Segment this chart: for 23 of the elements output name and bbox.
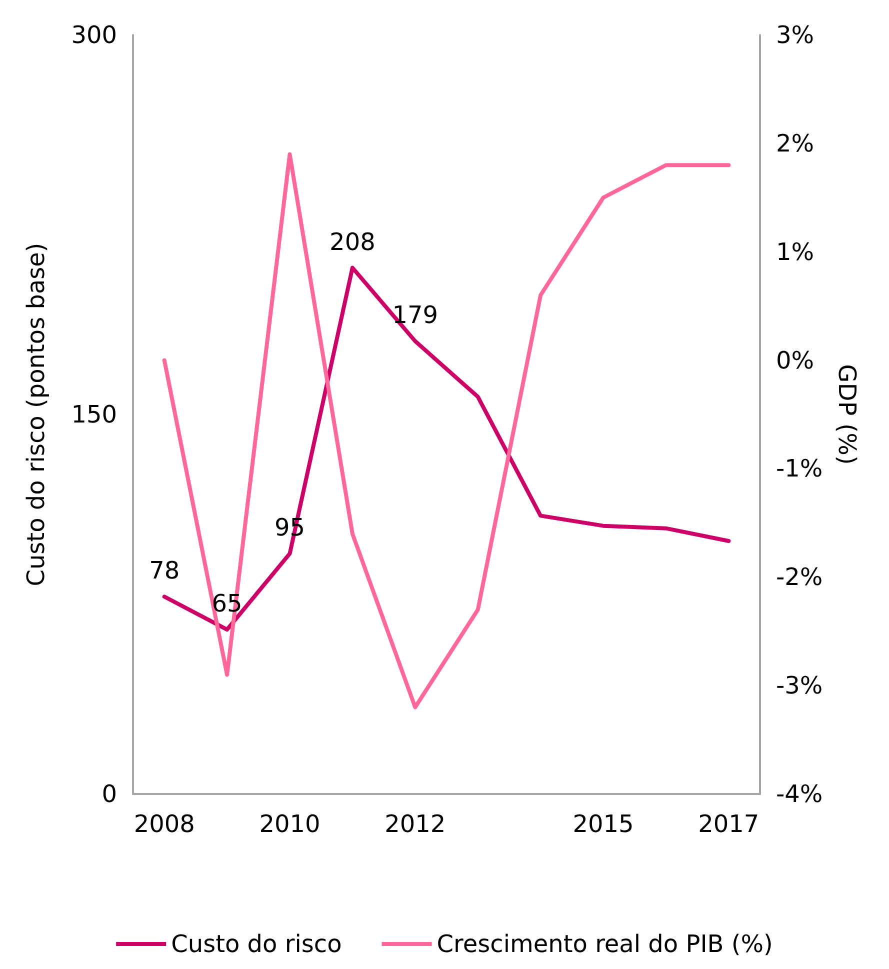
y2-tick-label: -4% bbox=[776, 780, 823, 808]
data-label: 208 bbox=[330, 228, 376, 256]
x-tick-label: 2008 bbox=[134, 810, 195, 838]
data-label: 179 bbox=[392, 301, 438, 330]
y2-tick-label: 3% bbox=[776, 21, 814, 49]
y-tick-label: 300 bbox=[71, 21, 117, 49]
x-tick-label: 2015 bbox=[572, 810, 634, 838]
y2-tick-label: 2% bbox=[776, 129, 814, 158]
data-label: 78 bbox=[149, 556, 180, 585]
legend-label: Custo do risco bbox=[171, 930, 342, 958]
y2-tick-label: -3% bbox=[776, 672, 823, 700]
x-tick-label: 2012 bbox=[384, 810, 446, 838]
y-axis-title: Custo do risco (pontos base) bbox=[22, 242, 50, 586]
y2-tick-label: -1% bbox=[776, 454, 823, 483]
y2-tick-label: 0% bbox=[776, 346, 814, 374]
y2-tick-label: -2% bbox=[776, 563, 823, 592]
y2-axis-title: GDP (%) bbox=[833, 364, 861, 465]
y2-tick-label: 1% bbox=[776, 238, 814, 266]
x-tick-label: 2017 bbox=[698, 810, 760, 838]
y-tick-label: 150 bbox=[71, 400, 117, 428]
x-tick-label: 2010 bbox=[259, 810, 320, 838]
y-tick-label: 0 bbox=[102, 780, 117, 808]
legend-label: Crescimento real do PIB (%) bbox=[436, 930, 773, 958]
